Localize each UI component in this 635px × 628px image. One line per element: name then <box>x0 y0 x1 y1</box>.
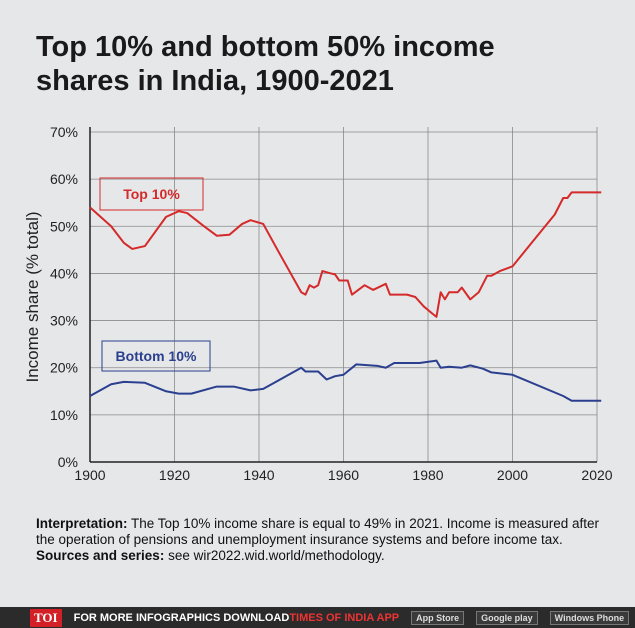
x-tick-label: 1900 <box>74 467 105 483</box>
x-tick-label: 1940 <box>243 467 274 483</box>
y-tick-label: 10% <box>50 407 78 423</box>
footer-text: FOR MORE INFOGRAPHICS DOWNLOAD <box>73 611 290 624</box>
windows-phone-button[interactable]: Windows Phone <box>549 610 630 625</box>
y-tick-label: 30% <box>50 313 78 329</box>
x-tick-label: 2000 <box>497 467 528 483</box>
sources-label: Sources and series: <box>36 548 165 563</box>
google-play-button[interactable]: Google play <box>476 610 538 625</box>
y-tick-label: 60% <box>50 171 78 187</box>
footer-app-name[interactable]: TIMES OF INDIA APP <box>289 611 400 624</box>
legend-box <box>99 177 204 211</box>
sources-text: see wir2022.wid.world/methodology. <box>164 548 385 563</box>
series-line-bottom-10- <box>89 359 602 402</box>
app-store-button[interactable]: App Store <box>411 610 465 625</box>
y-axis-label: Income share (% total) <box>23 211 42 382</box>
y-tick-label: 20% <box>50 360 78 376</box>
series-line-top-10- <box>89 191 602 318</box>
y-tick-label: 50% <box>50 218 78 234</box>
footer-banner: TOI FOR MORE INFOGRAPHICS DOWNLOAD TIMES… <box>0 607 635 628</box>
interpretation-text: The Top 10% income share is equal to 49%… <box>36 516 600 547</box>
legend-label: Bottom 10% <box>116 348 197 364</box>
y-tick-label: 70% <box>50 124 78 140</box>
y-tick-label: 40% <box>50 265 78 281</box>
chart-title: Top 10% and bottom 50% income shares in … <box>36 31 495 97</box>
y-tick-label: 0% <box>58 454 78 470</box>
x-tick-label: 1980 <box>412 467 443 483</box>
x-tick-label: 1920 <box>159 467 190 483</box>
line-chart: 0% 10% 20% 30% 40% 50% 60% 70% 1900 1920 1940 1960 1… <box>23 124 613 483</box>
notes: Interpretation: The Top 10% income share… <box>36 516 616 564</box>
legend-label: Top 10% <box>123 186 180 202</box>
x-tick-label: 1960 <box>328 467 359 483</box>
legend-box <box>101 340 211 372</box>
x-tick-label: 2020 <box>581 467 612 483</box>
interpretation-label: Interpretation: <box>36 516 128 531</box>
toi-logo: TOI <box>30 608 62 627</box>
